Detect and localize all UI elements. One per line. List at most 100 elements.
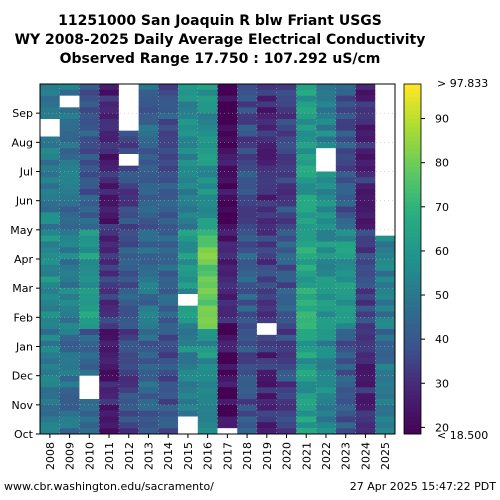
heatmap-cell	[40, 194, 61, 201]
heatmap-cell	[217, 107, 238, 114]
heatmap-cell	[99, 218, 120, 225]
heatmap-cell	[99, 346, 120, 353]
heatmap-cell	[197, 177, 218, 184]
heatmap-cell	[59, 101, 80, 108]
heatmap-cell	[40, 189, 61, 196]
heatmap-cell	[375, 399, 396, 406]
heatmap-cell	[355, 136, 376, 143]
heatmap-cell	[178, 200, 199, 207]
heatmap-cell	[197, 159, 218, 166]
heatmap-cell	[59, 352, 80, 359]
heatmap-cell	[138, 189, 159, 196]
heatmap-cell	[335, 264, 356, 271]
heatmap-cell	[276, 259, 297, 266]
heatmap-cell	[59, 399, 80, 406]
heatmap-cell	[197, 200, 218, 207]
heatmap-cell	[59, 253, 80, 260]
heatmap-cell	[99, 288, 120, 295]
heatmap-cell	[217, 113, 238, 120]
heatmap-cell	[375, 387, 396, 394]
heatmap-cell	[138, 247, 159, 254]
heatmap-cell	[158, 171, 179, 178]
heatmap-cell	[99, 381, 120, 388]
heatmap-cell	[316, 340, 337, 347]
colorbar-segment	[404, 259, 421, 264]
heatmap-cell	[355, 95, 376, 102]
heatmap-cell	[335, 305, 356, 312]
heatmap-cell	[178, 317, 199, 324]
heatmap-cell	[375, 84, 396, 91]
heatmap-cell	[59, 381, 80, 388]
heatmap-cell	[99, 404, 120, 411]
heatmap-cell	[178, 340, 199, 347]
heatmap-cell	[138, 177, 159, 184]
heatmap-cell	[99, 358, 120, 365]
heatmap-cell	[355, 159, 376, 166]
heatmap-cell	[276, 194, 297, 201]
heatmap-cell	[40, 159, 61, 166]
heatmap-cell	[256, 224, 277, 231]
heatmap-cell	[316, 119, 337, 126]
heatmap-cell	[355, 171, 376, 178]
heatmap-cell	[276, 224, 297, 231]
heatmap-cell	[79, 212, 100, 219]
heatmap-cell	[59, 159, 80, 166]
heatmap-cell	[40, 329, 61, 336]
heatmap-cell	[256, 305, 277, 312]
heatmap-cell	[197, 136, 218, 143]
heatmap-cell	[375, 288, 396, 295]
heatmap-cell	[217, 136, 238, 143]
heatmap-cell	[355, 101, 376, 108]
heatmap-cell	[237, 276, 258, 283]
heatmap-cell	[375, 148, 396, 155]
heatmap-cell	[276, 329, 297, 336]
x-tick-label: 2024	[359, 442, 372, 470]
heatmap-cell	[59, 165, 80, 172]
heatmap-cell	[59, 334, 80, 341]
heatmap-cell	[158, 404, 179, 411]
heatmap-cell	[375, 375, 396, 382]
heatmap-cell	[335, 206, 356, 213]
heatmap-cell	[276, 299, 297, 306]
heatmap-cell	[296, 84, 317, 91]
heatmap-cell	[316, 154, 337, 161]
heatmap-cell	[178, 171, 199, 178]
heatmap-cell	[217, 375, 238, 382]
heatmap-cell	[217, 154, 238, 161]
heatmap-cell	[355, 200, 376, 207]
colorbar-segment	[404, 372, 421, 378]
y-tick-label: Nov	[12, 399, 34, 412]
heatmap-cell	[158, 206, 179, 213]
heatmap-cell	[178, 107, 199, 114]
heatmap-cell	[375, 224, 396, 231]
heatmap-cell	[316, 404, 337, 411]
heatmap-cell	[316, 428, 337, 435]
heatmap-cell	[296, 235, 317, 242]
heatmap-cell	[296, 264, 317, 271]
heatmap-cell	[217, 393, 238, 400]
heatmap-cell	[237, 200, 258, 207]
heatmap-cell	[335, 317, 356, 324]
heatmap-cell	[296, 422, 317, 429]
heatmap-cell	[158, 399, 179, 406]
colorbar-segment	[404, 298, 421, 304]
colorbar-segment	[404, 381, 421, 387]
heatmap-cell	[276, 352, 297, 359]
heatmap-cell	[118, 189, 139, 196]
colorbar-max-label: > 97.833	[437, 77, 488, 90]
heatmap-cell	[316, 235, 337, 242]
heatmap-cell	[158, 358, 179, 365]
heatmap-cell	[256, 241, 277, 248]
heatmap-cell	[40, 119, 61, 126]
x-tick-label: 2010	[83, 442, 96, 470]
heatmap-cell	[355, 276, 376, 283]
colorbar-segment	[404, 254, 421, 260]
heatmap-cell	[99, 107, 120, 114]
heatmap-cell	[217, 399, 238, 406]
heatmap-cell	[237, 369, 258, 376]
heatmap-cell	[118, 364, 139, 371]
heatmap-cell	[118, 358, 139, 365]
heatmap-cell	[40, 253, 61, 260]
y-tick-label: Aug	[12, 136, 33, 149]
heatmap-cell	[138, 229, 159, 236]
